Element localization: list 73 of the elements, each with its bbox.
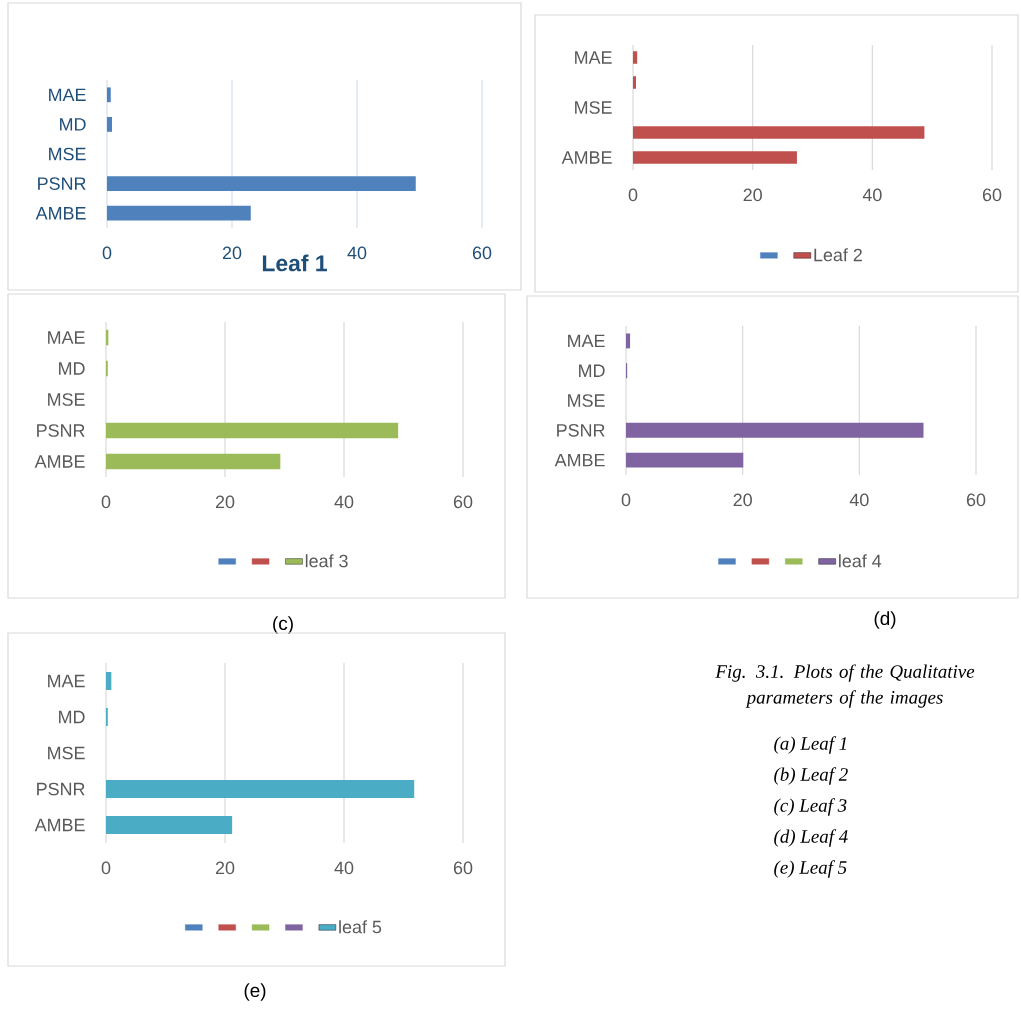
bar <box>633 51 638 64</box>
x-tick-label: 40 <box>862 188 882 202</box>
x-tick-label: 0 <box>102 246 112 260</box>
bar <box>106 672 112 691</box>
x-tick-label: 0 <box>628 188 638 202</box>
text: Fig. 3.1. Plots of the Qualitative parameters of the images <box>715 664 975 708</box>
legend-label: leaf 5 <box>339 920 382 934</box>
bar <box>106 816 233 835</box>
y-tick-label: MSE <box>48 393 85 406</box>
y-tick-label: MD <box>59 362 85 375</box>
bar <box>106 453 281 470</box>
y-tick-label: MD <box>59 710 85 724</box>
bar <box>626 452 744 468</box>
y-tick-label: MAE <box>49 88 86 101</box>
bar <box>633 151 797 164</box>
y-tick-label: AMBE <box>34 818 85 832</box>
y-tick-label: AMBE <box>561 151 612 164</box>
y-tick-label: MAE <box>48 331 85 344</box>
x-tick-label: 40 <box>334 495 354 509</box>
x-tick-label: 0 <box>101 861 111 875</box>
legend-label: Leaf 2 <box>814 248 862 262</box>
x-tick-label: 20 <box>733 493 752 507</box>
y-tick-label: PSNR <box>37 424 85 437</box>
y-tick-label: MSE <box>48 746 85 760</box>
x-tick-label: 20 <box>743 188 762 202</box>
y-tick-label: MSE <box>568 394 605 407</box>
bar <box>633 76 636 89</box>
bar <box>626 333 631 349</box>
x-tick-label: 60 <box>453 861 473 875</box>
text: (d) Leaf 4 <box>774 829 848 847</box>
text: (e) Leaf 5 <box>774 860 847 878</box>
y-tick-label: PSNR <box>38 177 86 190</box>
y-tick-label: MAE <box>575 51 612 64</box>
bar <box>107 176 416 192</box>
text: (c) <box>273 616 293 634</box>
text: Leaf 1 <box>262 254 327 272</box>
y-tick-label: MAE <box>48 674 85 688</box>
y-tick-label: PSNR <box>557 423 605 437</box>
bar <box>106 422 399 439</box>
bar <box>106 780 415 799</box>
bar <box>107 117 112 132</box>
x-tick-label: 60 <box>453 495 473 509</box>
x-tick-label: 40 <box>347 246 367 260</box>
x-tick-label: 40 <box>849 493 869 507</box>
legend-label: leaf 3 <box>305 554 348 568</box>
text: (b) Leaf 2 <box>774 767 848 785</box>
x-tick-label: 20 <box>222 246 242 260</box>
legend-label: leaf 4 <box>839 554 882 568</box>
x-tick-label: 60 <box>472 246 492 260</box>
text: (a) Leaf 1 <box>774 736 847 754</box>
y-tick-label: PSNR <box>37 782 85 796</box>
x-tick-label: 60 <box>982 188 1002 202</box>
y-tick-label: AMBE <box>34 455 85 468</box>
text: (d) <box>874 611 896 629</box>
x-tick-label: 40 <box>334 861 354 875</box>
y-tick-label: MSE <box>575 101 612 114</box>
bar <box>633 126 925 139</box>
text: (e) <box>244 983 266 1001</box>
bar <box>107 87 111 103</box>
y-tick-label: AMBE <box>35 207 86 220</box>
y-tick-label: MSE <box>49 147 86 161</box>
y-tick-label: MD <box>579 364 605 377</box>
x-tick-label: 60 <box>966 493 986 507</box>
y-tick-label: MD <box>60 118 86 131</box>
x-tick-label: 0 <box>621 493 631 507</box>
bar <box>626 422 924 438</box>
x-tick-label: 20 <box>215 495 235 509</box>
x-tick-label: 0 <box>101 495 111 509</box>
y-tick-label: MAE <box>568 334 605 348</box>
bar <box>107 205 251 221</box>
y-tick-label: AMBE <box>554 453 605 467</box>
text: (c) Leaf 3 <box>774 798 847 816</box>
x-tick-label: 20 <box>215 861 235 875</box>
